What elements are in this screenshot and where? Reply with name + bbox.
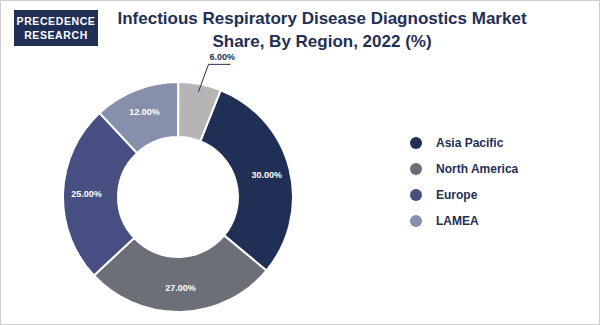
legend-swatch xyxy=(410,163,422,175)
logo-text: RESEARCH xyxy=(24,29,88,41)
data-labels: 30.00% 27.00% 25.00% 12.00% 6.00% xyxy=(71,52,282,293)
legend-swatch xyxy=(410,215,422,227)
legend-swatch xyxy=(410,189,422,201)
legend-label: Asia Pacific xyxy=(436,136,504,150)
leader-line xyxy=(198,64,230,92)
logo: PRECEDENCE RESEARCH xyxy=(14,10,98,46)
slice xyxy=(178,82,220,141)
title: Infectious Respiratory Disease Diagnosti… xyxy=(117,9,526,51)
slice xyxy=(200,90,293,270)
slice xyxy=(100,82,179,153)
data-label: 6.00% xyxy=(210,52,236,62)
donut xyxy=(63,82,293,312)
data-label: 30.00% xyxy=(251,170,282,180)
legend: Asia Pacific North America Europe LAMEA xyxy=(410,136,519,228)
data-label: 25.00% xyxy=(71,189,102,199)
data-label: 27.00% xyxy=(165,283,196,293)
logo-text: PRECEDENCE xyxy=(17,15,96,27)
frame xyxy=(1,1,600,325)
chart: PRECEDENCE RESEARCH Infectious Respiratory… xyxy=(0,0,600,325)
legend-label: North America xyxy=(436,162,519,176)
legend-label: Europe xyxy=(436,188,478,202)
data-label: 12.00% xyxy=(129,107,160,117)
legend-swatch xyxy=(410,137,422,149)
logo-box xyxy=(14,10,98,46)
legend-label: LAMEA xyxy=(436,214,479,228)
